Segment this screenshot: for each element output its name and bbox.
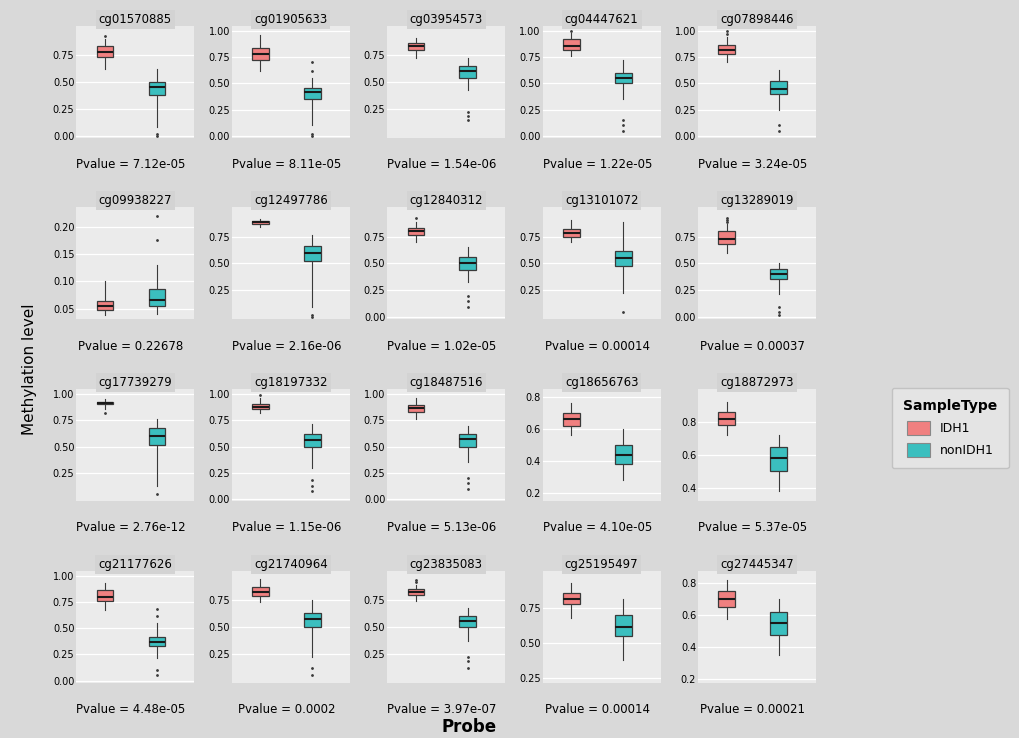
Legend: IDH1, nonIDH1: IDH1, nonIDH1 bbox=[891, 388, 1008, 468]
Title: cg12497786: cg12497786 bbox=[254, 194, 327, 207]
Title: cg13289019: cg13289019 bbox=[719, 194, 793, 207]
Bar bbox=[252, 404, 268, 409]
Title: cg21177626: cg21177626 bbox=[99, 558, 172, 570]
Text: Pvalue = 0.00021: Pvalue = 0.00021 bbox=[699, 703, 804, 716]
Bar bbox=[408, 404, 424, 412]
Bar bbox=[717, 591, 735, 607]
Title: cg03954573: cg03954573 bbox=[410, 13, 482, 26]
Text: Pvalue = 0.0002: Pvalue = 0.0002 bbox=[237, 703, 335, 716]
Bar bbox=[304, 613, 320, 627]
Bar bbox=[408, 43, 424, 49]
Text: Pvalue = 0.00014: Pvalue = 0.00014 bbox=[544, 703, 649, 716]
Text: Pvalue = 0.22678: Pvalue = 0.22678 bbox=[78, 339, 183, 353]
Title: cg04447621: cg04447621 bbox=[565, 13, 638, 26]
Bar bbox=[408, 228, 424, 235]
Bar bbox=[252, 587, 268, 596]
Bar bbox=[459, 434, 476, 446]
Bar bbox=[459, 257, 476, 270]
Title: cg18872973: cg18872973 bbox=[719, 376, 793, 389]
Bar bbox=[562, 593, 579, 604]
Bar bbox=[717, 45, 735, 54]
Bar bbox=[562, 413, 579, 426]
Bar bbox=[614, 445, 631, 464]
Bar bbox=[304, 434, 320, 446]
Text: Pvalue = 2.16e-06: Pvalue = 2.16e-06 bbox=[231, 339, 340, 353]
Bar bbox=[769, 269, 787, 278]
Bar bbox=[149, 289, 165, 306]
Text: Pvalue = 4.10e-05: Pvalue = 4.10e-05 bbox=[542, 521, 651, 534]
Text: Pvalue = 8.11e-05: Pvalue = 8.11e-05 bbox=[231, 158, 340, 171]
Text: Pvalue = 5.13e-06: Pvalue = 5.13e-06 bbox=[387, 521, 496, 534]
Title: cg07898446: cg07898446 bbox=[719, 13, 793, 26]
Bar bbox=[769, 613, 787, 635]
Title: cg21740964: cg21740964 bbox=[254, 558, 327, 570]
Title: cg25195497: cg25195497 bbox=[565, 558, 638, 570]
Bar bbox=[149, 428, 165, 444]
Text: Pvalue = 1.22e-05: Pvalue = 1.22e-05 bbox=[542, 158, 651, 171]
Text: Pvalue = 0.00014: Pvalue = 0.00014 bbox=[544, 339, 649, 353]
Bar bbox=[149, 82, 165, 94]
Bar bbox=[252, 221, 268, 224]
Bar bbox=[252, 48, 268, 61]
Bar bbox=[459, 615, 476, 627]
Text: Pvalue = 3.97e-07: Pvalue = 3.97e-07 bbox=[387, 703, 496, 716]
Bar bbox=[97, 401, 113, 404]
Title: cg17739279: cg17739279 bbox=[99, 376, 172, 389]
Bar bbox=[97, 46, 113, 57]
Bar bbox=[614, 615, 631, 636]
Text: Pvalue = 3.24e-05: Pvalue = 3.24e-05 bbox=[697, 158, 807, 171]
Title: cg01905633: cg01905633 bbox=[254, 13, 327, 26]
Title: cg09938227: cg09938227 bbox=[99, 194, 172, 207]
Text: Pvalue = 0.00037: Pvalue = 0.00037 bbox=[700, 339, 804, 353]
Bar bbox=[614, 73, 631, 83]
Bar bbox=[562, 229, 579, 236]
Text: Pvalue = 1.54e-06: Pvalue = 1.54e-06 bbox=[387, 158, 496, 171]
Title: cg18487516: cg18487516 bbox=[409, 376, 483, 389]
Text: Pvalue = 1.15e-06: Pvalue = 1.15e-06 bbox=[231, 521, 340, 534]
Bar bbox=[304, 88, 320, 99]
Text: Probe: Probe bbox=[441, 718, 496, 736]
Bar bbox=[562, 39, 579, 50]
Bar bbox=[614, 250, 631, 266]
Title: cg01570885: cg01570885 bbox=[99, 13, 172, 26]
Bar bbox=[97, 590, 113, 601]
Text: Pvalue = 5.37e-05: Pvalue = 5.37e-05 bbox=[697, 521, 806, 534]
Bar bbox=[769, 81, 787, 94]
Title: cg27445347: cg27445347 bbox=[719, 558, 793, 570]
Title: cg12840312: cg12840312 bbox=[409, 194, 483, 207]
Title: cg13101072: cg13101072 bbox=[565, 194, 638, 207]
Bar bbox=[717, 412, 735, 425]
Title: cg23835083: cg23835083 bbox=[410, 558, 482, 570]
Text: Pvalue = 1.02e-05: Pvalue = 1.02e-05 bbox=[387, 339, 496, 353]
Bar bbox=[149, 637, 165, 646]
Text: Pvalue = 7.12e-05: Pvalue = 7.12e-05 bbox=[76, 158, 185, 171]
Bar bbox=[717, 231, 735, 244]
Bar bbox=[459, 66, 476, 77]
Bar bbox=[304, 246, 320, 261]
Bar bbox=[97, 301, 113, 310]
Text: Methylation level: Methylation level bbox=[22, 303, 38, 435]
Title: cg18656763: cg18656763 bbox=[565, 376, 638, 389]
Text: Pvalue = 4.48e-05: Pvalue = 4.48e-05 bbox=[76, 703, 185, 716]
Bar bbox=[408, 589, 424, 596]
Text: Pvalue = 2.76e-12: Pvalue = 2.76e-12 bbox=[76, 521, 185, 534]
Title: cg18197332: cg18197332 bbox=[254, 376, 327, 389]
Bar bbox=[769, 446, 787, 472]
